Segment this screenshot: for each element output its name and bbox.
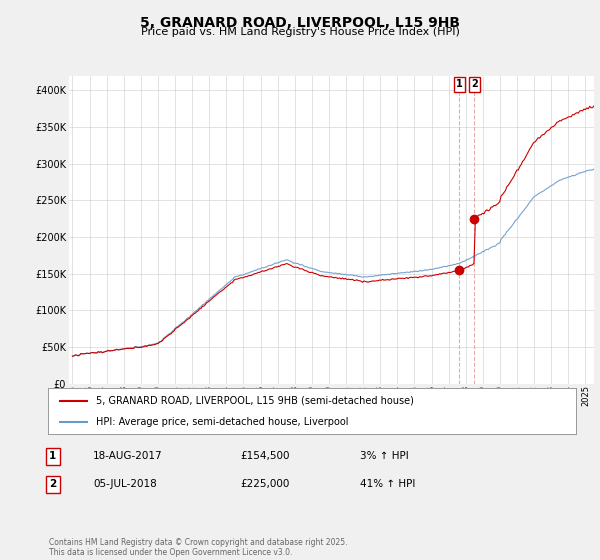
Text: 2: 2 — [471, 80, 478, 89]
Text: 41% ↑ HPI: 41% ↑ HPI — [360, 479, 415, 489]
Text: Price paid vs. HM Land Registry's House Price Index (HPI): Price paid vs. HM Land Registry's House … — [140, 27, 460, 37]
Text: 1: 1 — [456, 80, 463, 89]
Text: £225,000: £225,000 — [240, 479, 289, 489]
Text: 1: 1 — [49, 451, 56, 461]
Text: 3% ↑ HPI: 3% ↑ HPI — [360, 451, 409, 461]
Text: 05-JUL-2018: 05-JUL-2018 — [93, 479, 157, 489]
Text: 18-AUG-2017: 18-AUG-2017 — [93, 451, 163, 461]
Text: 5, GRANARD ROAD, LIVERPOOL, L15 9HB (semi-detached house): 5, GRANARD ROAD, LIVERPOOL, L15 9HB (sem… — [95, 396, 413, 406]
Text: 5, GRANARD ROAD, LIVERPOOL, L15 9HB: 5, GRANARD ROAD, LIVERPOOL, L15 9HB — [140, 16, 460, 30]
Text: 2: 2 — [49, 479, 56, 489]
Text: HPI: Average price, semi-detached house, Liverpool: HPI: Average price, semi-detached house,… — [95, 417, 348, 427]
Text: £154,500: £154,500 — [240, 451, 290, 461]
Text: Contains HM Land Registry data © Crown copyright and database right 2025.
This d: Contains HM Land Registry data © Crown c… — [49, 538, 348, 557]
